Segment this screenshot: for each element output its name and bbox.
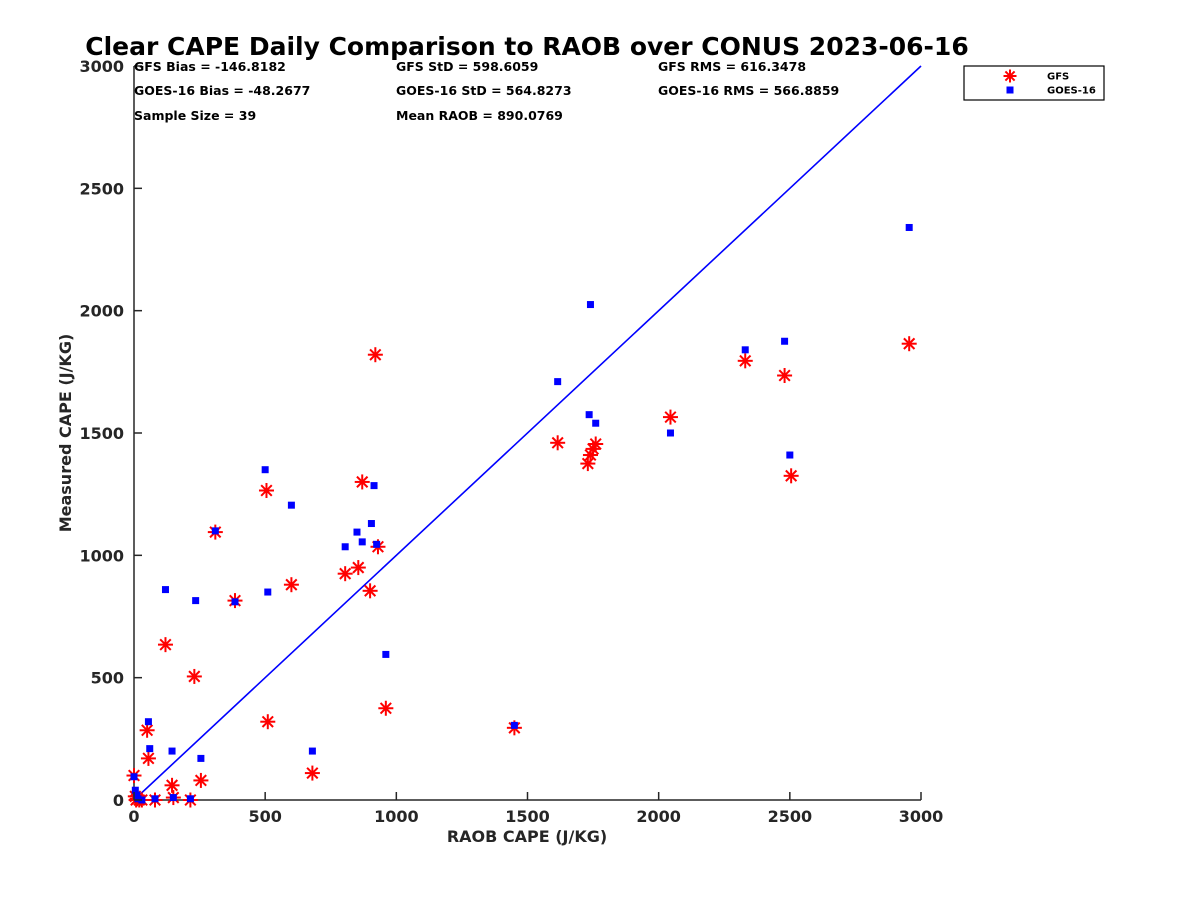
goes16-point (592, 419, 600, 427)
goes16-point (510, 721, 518, 729)
goes16-point (585, 411, 593, 419)
gfs-point (901, 336, 917, 352)
gfs-point (354, 474, 370, 490)
legend-goes16-marker (1006, 86, 1014, 94)
series-goes-16 (130, 223, 913, 804)
x-tick-label: 3000 (899, 807, 944, 826)
stat-text: Sample Size = 39 (134, 108, 256, 123)
x-axis-ticks: 0 500 1000 1500 2000 2500 3000 (128, 792, 943, 826)
legend-label: GOES-16 (1047, 86, 1096, 97)
goes16-point (197, 754, 205, 762)
goes16-point (264, 588, 272, 596)
gfs-point (662, 409, 678, 425)
y-tick-label: 2000 (79, 302, 124, 321)
gfs-point (186, 668, 202, 684)
legend: GFS GOES-16 (963, 65, 1105, 101)
stat-text: GOES-16 StD = 564.8273 (396, 83, 572, 98)
stat-text: GFS StD = 598.6059 (396, 59, 538, 74)
goes16-point (781, 337, 789, 345)
y-tick-label: 1000 (79, 546, 124, 565)
gfs-point (304, 765, 320, 781)
goes16-point (168, 747, 176, 755)
goes16-point (169, 794, 177, 802)
gfs-point (337, 566, 353, 582)
goes16-point (367, 520, 375, 528)
goes16-point (308, 747, 316, 755)
goes16-point (231, 598, 239, 606)
gfs-point (283, 577, 299, 593)
goes16-point (151, 795, 159, 803)
goes16-point (134, 795, 142, 803)
chart-title: Clear CAPE Daily Comparison to RAOB over… (85, 32, 968, 61)
y-tick-label: 2500 (79, 179, 124, 198)
goes16-point (211, 527, 219, 535)
gfs-point (783, 468, 799, 484)
gfs-point (362, 583, 378, 599)
goes16-point (287, 501, 295, 509)
goes16-point (554, 378, 562, 386)
y-axis-label: Measured CAPE (J/KG) (56, 334, 75, 533)
goes16-point (666, 429, 674, 437)
legend-box (963, 65, 1105, 101)
goes16-point (373, 540, 381, 548)
goes16-point (192, 597, 200, 605)
goes16-point (358, 538, 366, 546)
stat-text: GOES-16 RMS = 566.8859 (658, 83, 839, 98)
goes16-point (261, 466, 269, 474)
gfs-point (367, 347, 383, 363)
x-tick-label: 1500 (505, 807, 550, 826)
goes16-point (133, 791, 141, 799)
gfs-point (139, 722, 155, 738)
goes16-point (905, 223, 913, 231)
goes16-point (130, 773, 138, 781)
gfs-point (193, 772, 209, 788)
goes16-point (186, 795, 194, 803)
gfs-point (157, 637, 173, 653)
x-tick-label: 1000 (374, 807, 419, 826)
goes16-point (786, 451, 794, 459)
x-axis-label: RAOB CAPE (J/KG) (447, 827, 607, 846)
x-tick-label: 2500 (768, 807, 813, 826)
plot-area (126, 65, 922, 808)
stat-text: GOES-16 Bias = -48.2677 (134, 83, 310, 98)
x-tick-label: 2000 (636, 807, 681, 826)
gfs-point (260, 714, 276, 730)
stat-text: Mean RAOB = 890.0769 (396, 108, 563, 123)
y-tick-label: 0 (113, 791, 124, 810)
gfs-point (378, 700, 394, 716)
gfs-point (258, 482, 274, 498)
series-gfs (126, 336, 917, 808)
y-tick-label: 500 (91, 669, 124, 688)
goes16-point (741, 346, 749, 354)
goes16-point (382, 650, 390, 658)
stat-text: GFS RMS = 616.3478 (658, 59, 806, 74)
gfs-point (777, 368, 793, 384)
gfs-point (164, 777, 180, 793)
goes16-point (146, 745, 154, 753)
x-tick-label: 500 (248, 807, 281, 826)
goes16-point (586, 301, 594, 309)
stat-text: GFS Bias = -146.8182 (134, 59, 286, 74)
goes16-point (161, 586, 169, 594)
legend-gfs-marker (1003, 69, 1017, 83)
y-axis-ticks: 0 500 1000 1500 2000 2500 3000 (79, 57, 142, 810)
gfs-point (140, 750, 156, 766)
legend-label: GFS (1047, 72, 1069, 83)
y-tick-label: 3000 (79, 57, 124, 76)
goes16-point (353, 528, 361, 536)
x-tick-label: 0 (128, 807, 139, 826)
goes16-point (341, 543, 349, 551)
gfs-point (737, 353, 753, 369)
statistics-text: GFS Bias = -146.8182 GFS StD = 598.6059 GF… (134, 59, 839, 123)
gfs-point (550, 435, 566, 451)
gfs-point (588, 436, 604, 452)
one-to-one-line (133, 65, 922, 801)
goes16-point (131, 786, 139, 794)
gfs-point (350, 560, 366, 576)
goes16-point (144, 718, 152, 726)
goes16-point (370, 482, 378, 490)
y-tick-label: 1500 (79, 424, 124, 443)
